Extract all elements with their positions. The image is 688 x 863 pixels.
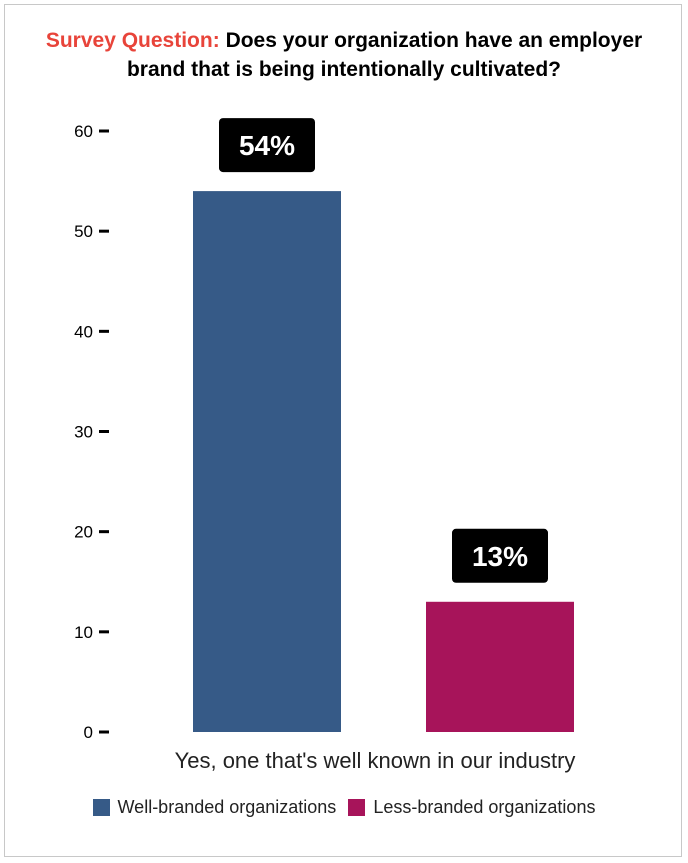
y-tick-label: 10 xyxy=(74,623,93,642)
legend-label: Less-branded organizations xyxy=(373,797,596,817)
title-line-1: Does your organization have an employer xyxy=(225,29,643,52)
category-label: Yes, one that's well known in our indust… xyxy=(175,748,576,773)
y-tick-label: 60 xyxy=(74,122,93,141)
legend-item: Well-branded organizations xyxy=(92,797,337,818)
value-label: 54% xyxy=(239,130,295,161)
value-label-box xyxy=(219,118,315,173)
bar-well-branded xyxy=(193,191,341,733)
y-tick-label: 40 xyxy=(74,322,93,341)
bar-chart: 0 10 20 30 40 50 60 54% 13% Yes, one that's well … xyxy=(74,118,576,773)
chart-title: Survey Question: Does your organization … xyxy=(0,26,688,84)
legend-swatch xyxy=(348,799,366,816)
legend-item: Less-branded organizations xyxy=(348,797,595,818)
bar-less-branded xyxy=(426,601,574,732)
value-label: 13% xyxy=(472,541,528,572)
y-tick-label: 20 xyxy=(74,523,93,542)
title-line-2: brand that is being intentionally cultiv… xyxy=(126,58,562,81)
y-tick-label: 50 xyxy=(74,222,93,241)
title-prefix: Survey Question: xyxy=(45,29,220,52)
legend-label: Well-branded organizations xyxy=(117,797,337,817)
y-tick-label: 0 xyxy=(84,723,93,742)
chart-legend: Well-branded organizations Less-branded o… xyxy=(0,797,688,821)
legend-swatch xyxy=(92,799,110,816)
value-label-box xyxy=(452,528,548,583)
y-tick-label: 30 xyxy=(74,423,93,442)
